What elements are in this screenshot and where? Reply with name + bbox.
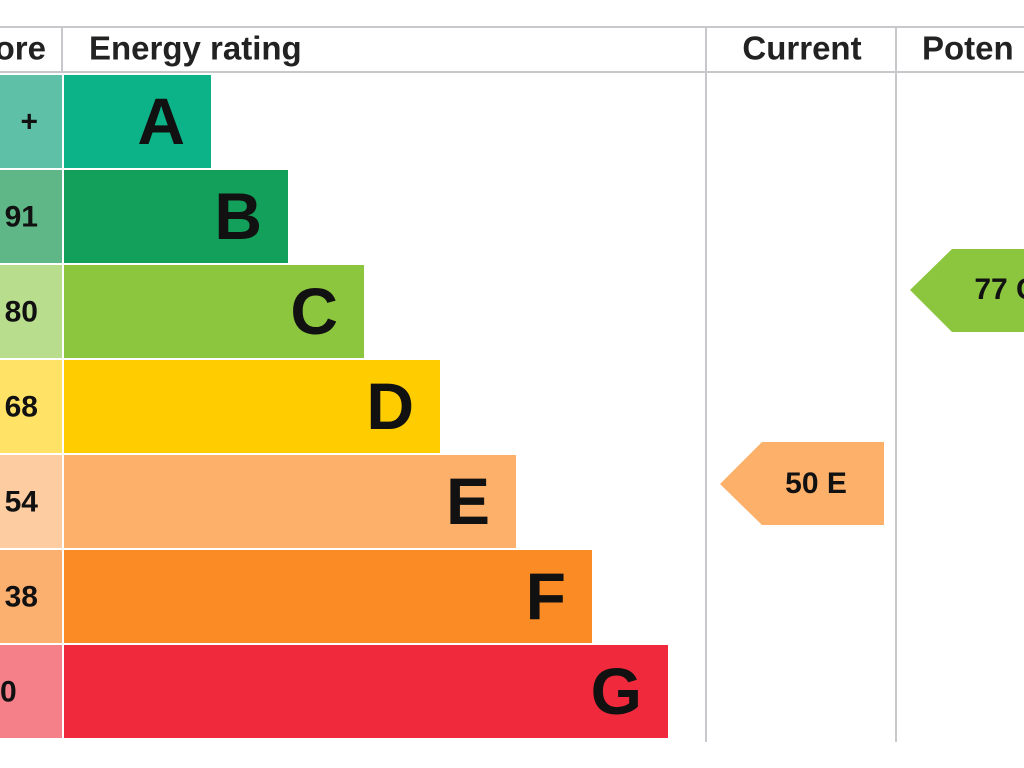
score-label: 38 — [5, 580, 38, 613]
score-cell — [0, 455, 62, 548]
score-cell — [0, 360, 62, 453]
rating-bar — [64, 170, 288, 263]
rating-letter: A — [137, 84, 185, 158]
potential-arrow — [910, 249, 1024, 332]
rating-bar — [64, 645, 668, 738]
score-label: + — [20, 105, 38, 138]
score-label: 80 — [5, 295, 38, 328]
bands: + A 91 B 80 C 68 D 54 E 38 F 0 G — [0, 75, 668, 738]
current-header: Current — [742, 30, 861, 67]
score-cell — [0, 170, 62, 263]
rating-bar — [64, 360, 440, 453]
rating-letter: D — [366, 369, 414, 443]
rating-letter: G — [591, 654, 642, 728]
score-cell — [0, 550, 62, 643]
score-label: 68 — [5, 390, 38, 423]
rating-letter: C — [290, 274, 338, 348]
score-header: ore — [0, 30, 46, 67]
score-label: 91 — [5, 200, 38, 233]
score-cell — [0, 75, 62, 168]
rating-letter: B — [214, 179, 262, 253]
score-cell — [0, 265, 62, 358]
current-arrow — [720, 442, 884, 525]
potential-label: 77 C — [974, 273, 1024, 306]
rating-letter: E — [446, 464, 490, 538]
rating-bar — [64, 455, 516, 548]
rating-bar — [64, 75, 211, 168]
rating-letter: F — [526, 559, 566, 633]
score-label: 0 — [0, 675, 17, 708]
score-label: 54 — [5, 485, 39, 518]
score-cell — [0, 645, 62, 738]
current-label: 50 E — [785, 467, 847, 500]
potential-header: Poten — [922, 30, 1014, 67]
rating-bar — [64, 265, 364, 358]
rating-header: Energy rating — [89, 30, 302, 67]
rating-bar — [64, 550, 592, 643]
